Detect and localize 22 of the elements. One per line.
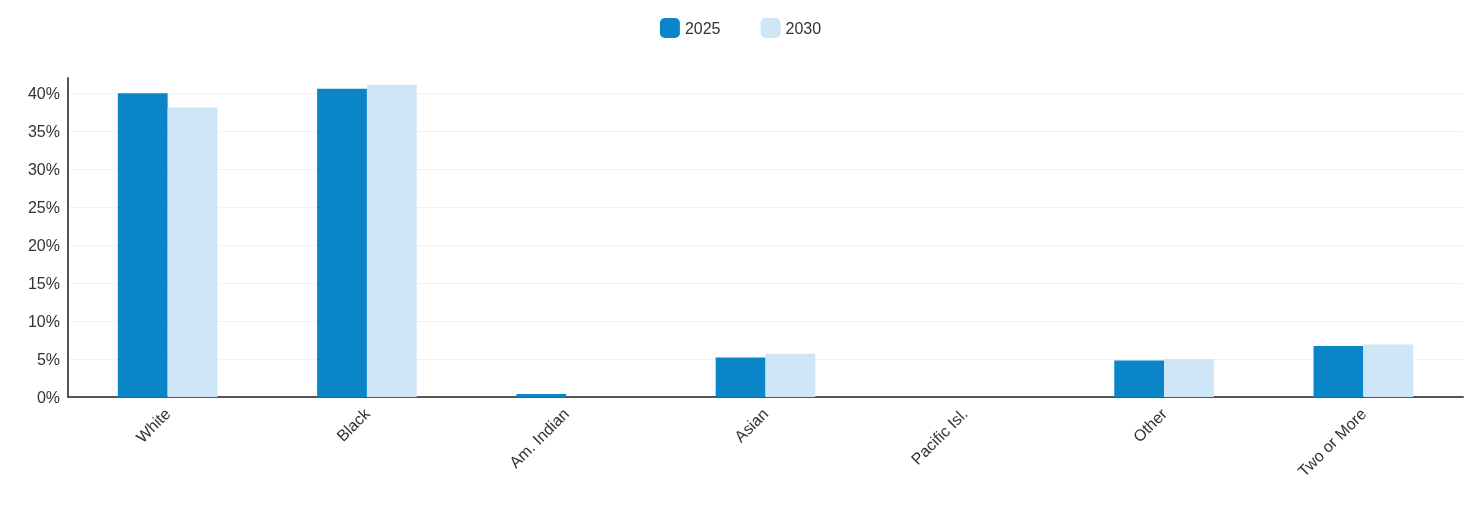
bar [765,353,816,397]
y-tick-label: 5% [36,350,60,368]
y-tick-label: 15% [27,274,60,292]
bar [516,393,567,397]
y-tick-label: 10% [27,312,60,330]
bar [117,93,168,397]
y-tick-label: 0% [36,388,60,406]
bar [1114,360,1165,397]
bar [1164,359,1214,397]
bar [1313,346,1364,397]
bar [1363,344,1414,397]
legend-label: 2030 [785,19,822,37]
bar [167,107,218,397]
y-tick-label: 20% [27,236,60,254]
legend-label: 2025 [684,19,721,37]
bar [366,84,417,397]
y-tick-label: 30% [27,160,60,178]
bar [317,88,367,397]
y-tick-label: 25% [27,198,60,216]
y-tick-label: 40% [27,84,60,102]
y-tick-label: 35% [27,122,60,140]
bar [715,357,766,397]
